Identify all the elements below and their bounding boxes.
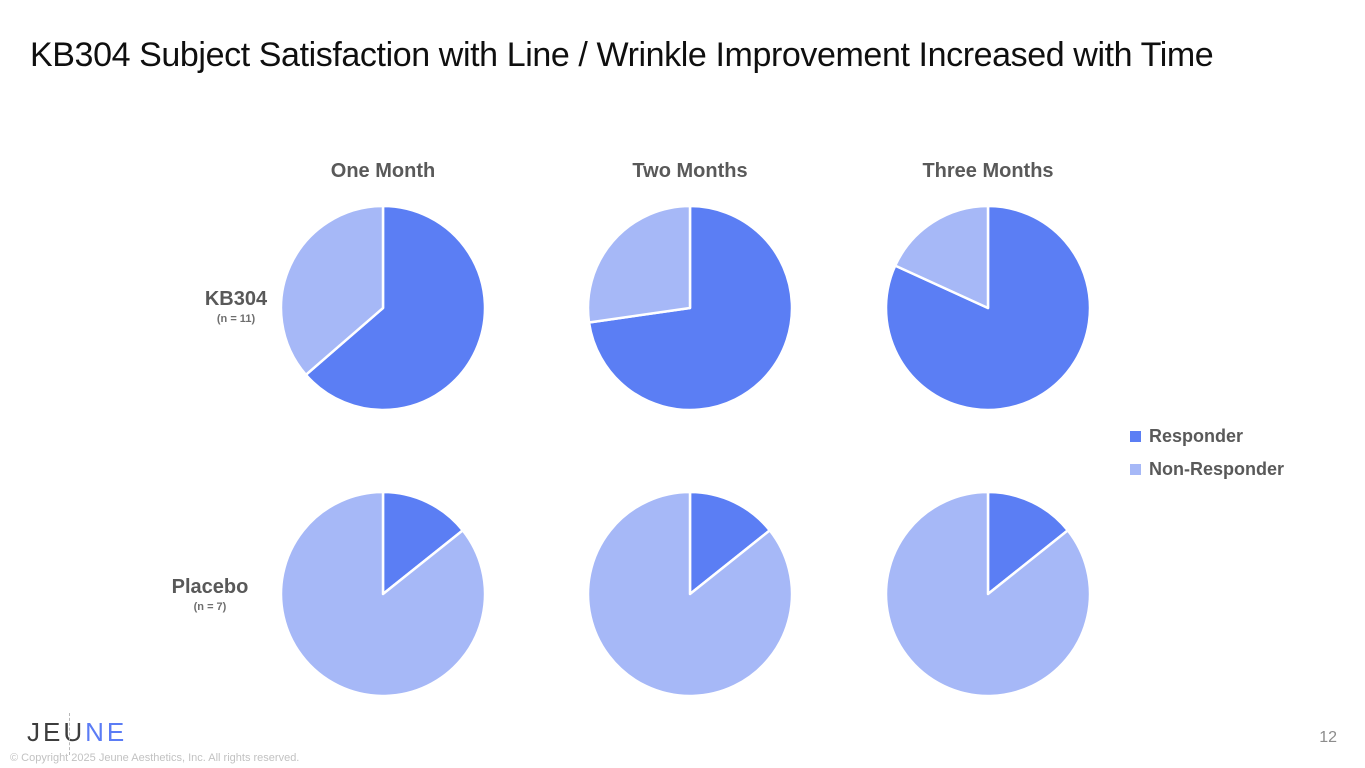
page-number: 12 xyxy=(1319,729,1337,746)
row-label-kb304: KB304 (n = 11) xyxy=(151,288,321,325)
column-header-two-months: Two Months xyxy=(632,160,748,182)
row-label-placebo-name: Placebo xyxy=(171,576,249,598)
slide-title: KB304 Subject Satisfaction with Line / W… xyxy=(30,36,1214,74)
non-responder-swatch-icon xyxy=(1130,464,1141,475)
row-label-kb304-n: (n = 11) xyxy=(216,313,256,325)
row-label-placebo: Placebo (n = 7) xyxy=(125,576,295,613)
legend: Responder Non-Responder xyxy=(1130,426,1284,492)
legend-label-non-responder: Non-Responder xyxy=(1149,459,1284,479)
logo-dashed-divider xyxy=(69,713,70,755)
pie-chart-placebo-three-months xyxy=(884,490,1092,698)
jeune-logo-blue-text: NE xyxy=(85,717,128,747)
pie-chart-kb304-one-month xyxy=(279,204,487,412)
legend-item-non-responder: Non-Responder xyxy=(1130,459,1284,480)
jeune-logo-dark-text: JEU xyxy=(27,717,86,747)
jeune-logo: JEUNE xyxy=(27,717,127,748)
legend-label-responder: Responder xyxy=(1149,426,1244,446)
row-label-placebo-n: (n = 7) xyxy=(193,601,227,613)
pie-chart-placebo-two-months xyxy=(586,490,794,698)
row-label-kb304-name: KB304 xyxy=(204,288,268,310)
column-header-one-month: One Month xyxy=(330,160,436,182)
responder-swatch-icon xyxy=(1130,431,1141,442)
column-header-three-months: Three Months xyxy=(922,160,1054,182)
pie-chart-placebo-one-month xyxy=(279,490,487,698)
legend-item-responder: Responder xyxy=(1130,426,1284,447)
pie-chart-kb304-two-months xyxy=(586,204,794,412)
copyright-text: © Copyright 2025 Jeune Aesthetics, Inc. … xyxy=(10,752,300,764)
pie-chart-kb304-three-months xyxy=(884,204,1092,412)
